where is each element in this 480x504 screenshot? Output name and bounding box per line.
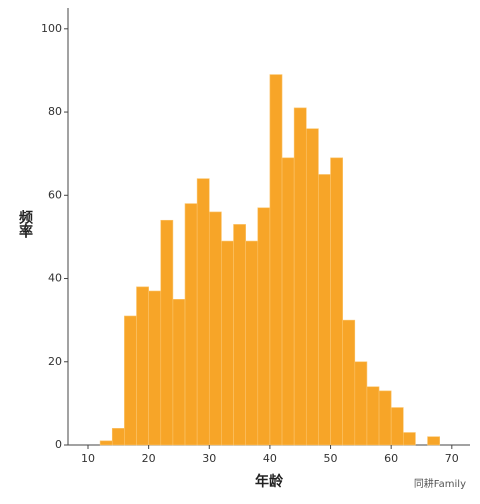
- watermark: 同耕Family: [414, 477, 466, 490]
- bar: [403, 432, 416, 446]
- y-tick-label: 20: [48, 355, 62, 368]
- y-tick-label: 80: [48, 105, 62, 118]
- bar: [124, 315, 137, 446]
- bar: [378, 390, 392, 446]
- x-tick-label: 40: [263, 452, 277, 465]
- y-tick-label: 0: [55, 438, 62, 451]
- bar: [172, 299, 186, 446]
- x-tick-label: 70: [445, 452, 459, 465]
- y-tick-label: 60: [48, 188, 62, 201]
- bar: [208, 211, 222, 446]
- bar: [245, 240, 259, 446]
- bar: [196, 178, 210, 446]
- bar: [427, 436, 440, 446]
- bar: [99, 440, 113, 446]
- bar: [269, 74, 283, 446]
- y-tick-label: 100: [41, 22, 62, 35]
- bar: [318, 174, 331, 446]
- bar: [233, 224, 246, 446]
- bar: [342, 319, 356, 446]
- bar: [293, 107, 307, 446]
- bar: [111, 428, 125, 446]
- bar: [390, 407, 404, 446]
- x-tick-label: 20: [142, 452, 156, 465]
- y-axis-label: 频率: [17, 209, 33, 239]
- x-tick-label: 50: [324, 452, 338, 465]
- bar: [221, 240, 234, 446]
- y-tick-label: 40: [48, 272, 62, 285]
- bar: [148, 290, 162, 446]
- bar: [136, 286, 149, 446]
- bar: [257, 207, 271, 446]
- bar: [366, 386, 380, 446]
- x-tick-label: 30: [202, 452, 216, 465]
- bar: [305, 128, 319, 446]
- bar: [160, 219, 174, 446]
- bar: [184, 203, 198, 446]
- bar: [281, 157, 295, 446]
- x-axis-label: 年龄: [255, 473, 284, 490]
- x-tick-label: 10: [81, 452, 95, 465]
- bar: [330, 157, 343, 446]
- bar: [354, 361, 368, 446]
- x-tick-label: 60: [384, 452, 398, 465]
